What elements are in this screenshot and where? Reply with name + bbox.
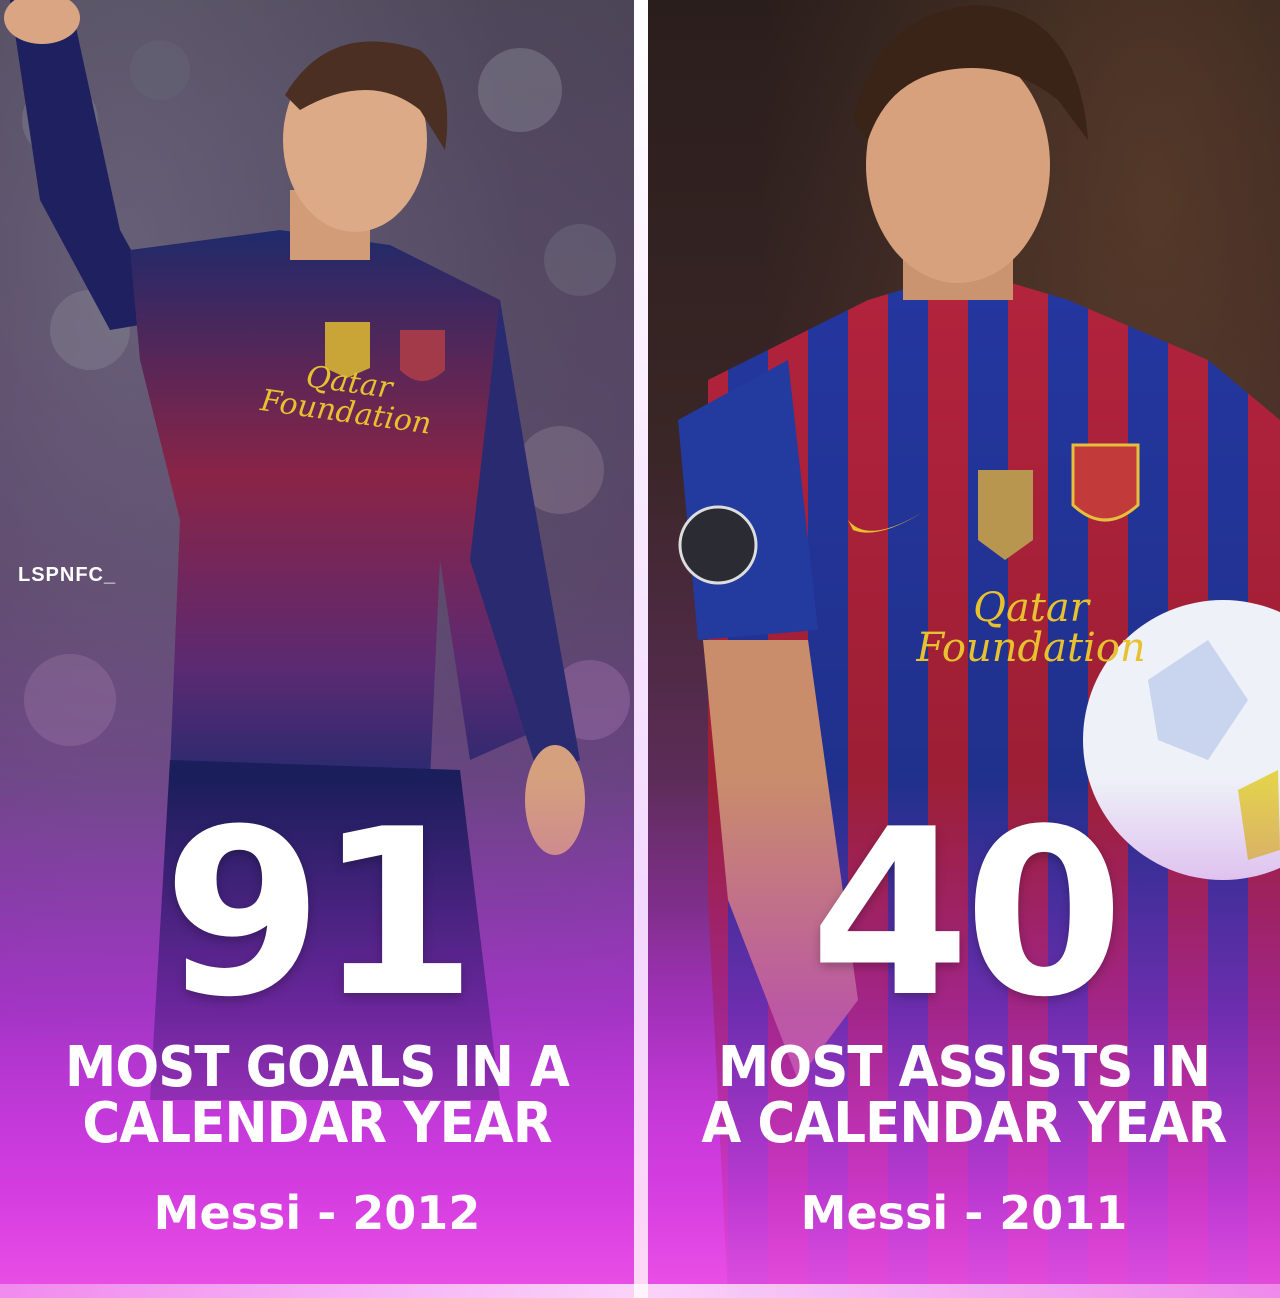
swoosh-icon (848, 512, 923, 533)
right-sponsor-logo: Qatar Foundation (916, 585, 1146, 671)
right-stat-subtitle: Messi - 2011 (800, 1186, 1128, 1240)
left-caption-line1: MOST GOALS IN A (64, 1035, 570, 1100)
left-panel: Qatar Foundation LSPNFC_ 91 MOST GOALS I… (0, 0, 634, 1298)
fifa-badge (325, 322, 370, 378)
right-stat-number: 40 (809, 781, 1124, 1048)
left-stat-number: 91 (162, 781, 477, 1048)
left-caption-line2: CALENDAR YEAR (82, 1091, 552, 1156)
right-fade-overlay (648, 778, 1280, 1298)
left-stat-subtitle: Messi - 2012 (153, 1186, 481, 1240)
panel-divider (634, 0, 648, 1298)
right-panel: Qatar Foundation 40 MOST ASSISTS IN A CA… (648, 0, 1280, 1298)
club-crest-right (1071, 443, 1140, 522)
club-crest (400, 330, 445, 381)
right-caption-line2: A CALENDAR YEAR (701, 1091, 1227, 1156)
bottom-edge-strip (0, 1284, 1280, 1298)
right-caption-line1: MOST ASSISTS IN (718, 1035, 1211, 1100)
right-stat-caption: MOST ASSISTS IN A CALENDAR YEAR (673, 1040, 1254, 1152)
champions-patch-icon (678, 505, 758, 585)
left-fade-overlay (0, 778, 634, 1298)
fifa-badge-right (978, 470, 1033, 560)
left-stat-caption: MOST GOALS IN A CALENDAR YEAR (25, 1040, 608, 1152)
watermark: LSPNFC_ (18, 564, 117, 586)
